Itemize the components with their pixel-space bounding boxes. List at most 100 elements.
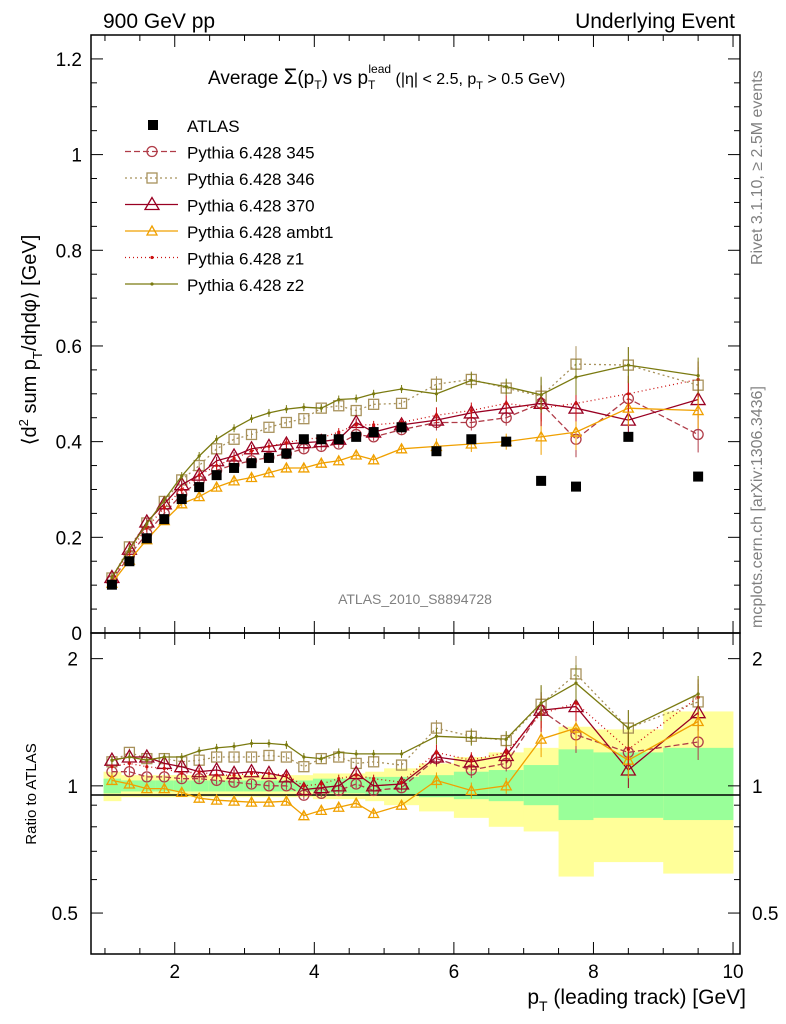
- point-z2: [215, 437, 219, 441]
- rivet-version-label: Rivet 3.1.10, ≥ 2.5M events: [749, 70, 766, 265]
- atlas-point: [211, 470, 222, 481]
- point-p346: [263, 749, 275, 762]
- point-ambt1: [430, 774, 443, 786]
- x-tick-label: 8: [588, 962, 599, 983]
- point-z2: [284, 743, 288, 747]
- point-z1: [232, 773, 236, 777]
- point-z2: [399, 752, 404, 756]
- point-z2: [110, 575, 114, 580]
- point-ambt1: [245, 795, 258, 807]
- atlas-point: [693, 471, 704, 482]
- point-z2: [145, 522, 149, 526]
- point-ambt1: [569, 425, 583, 437]
- atlas-point: [281, 448, 292, 459]
- point-z1: [162, 506, 166, 510]
- ratio-y-tick-label-right: 0.5: [752, 904, 778, 925]
- point-p370: [393, 775, 410, 790]
- point-z1: [284, 773, 288, 777]
- point-p346: [228, 751, 240, 763]
- point-z2: [469, 378, 473, 383]
- point-ambt1: [367, 807, 380, 819]
- point-z2: [232, 744, 236, 748]
- point-z2: [372, 392, 376, 396]
- ratio-axis-ticks: 0.5 0.5 1 1 2 2 2 4 6 8 10: [52, 633, 778, 983]
- point-p370: [260, 765, 278, 780]
- point-p346: [280, 416, 293, 429]
- point-p346: [298, 413, 310, 425]
- ratio-panel-frame: [90, 632, 741, 955]
- band-inner: [225, 780, 244, 792]
- atlas-point: [246, 458, 257, 469]
- point-ambt1: [395, 798, 408, 810]
- point-ambt1: [535, 732, 548, 744]
- atlas-point: [194, 482, 205, 493]
- point-ambt1: [315, 804, 328, 816]
- point-z1: [354, 423, 358, 427]
- point-p346: [263, 421, 275, 433]
- point-ambt1: [332, 454, 345, 466]
- point-z1: [180, 771, 184, 776]
- legend-marker-z1: [150, 255, 154, 260]
- point-z2: [574, 681, 578, 685]
- uncertainty-bands: [103, 711, 734, 877]
- ratio-y-tick-label: 1: [67, 777, 78, 798]
- point-z2: [696, 692, 700, 696]
- point-z2: [284, 407, 288, 411]
- point-z1: [434, 750, 439, 754]
- point-ambt1: [622, 401, 635, 413]
- point-ambt1: [262, 795, 276, 807]
- legend-marker-ambt1: [145, 224, 159, 236]
- point-z2: [469, 736, 473, 740]
- series-line-p345: [111, 709, 699, 796]
- atlas-point: [536, 475, 547, 486]
- point-ambt1: [395, 442, 408, 454]
- point-z1: [249, 771, 254, 776]
- point-ambt1: [350, 448, 363, 460]
- point-z1: [110, 765, 114, 769]
- ratio-y-tick-label-right: 2: [752, 650, 763, 671]
- point-ambt1: [315, 456, 328, 468]
- point-p370: [191, 466, 208, 481]
- legend-marker-p345: [146, 145, 158, 158]
- point-z1: [197, 770, 201, 774]
- atlas-point: [431, 446, 442, 457]
- point-ambt1: [105, 774, 119, 786]
- point-ambt1: [193, 490, 206, 502]
- point-p370: [428, 411, 445, 426]
- series-line-z1: [111, 696, 699, 787]
- point-z2: [267, 411, 271, 415]
- atlas-point: [501, 436, 512, 447]
- point-z2: [434, 392, 439, 396]
- point-ambt1: [210, 480, 223, 492]
- point-z2: [319, 757, 323, 761]
- ratio-y-tick-label: 2: [67, 650, 78, 671]
- point-z1: [180, 487, 184, 492]
- ratio-y-axis-label: Ratio to ATLAS: [23, 743, 40, 844]
- point-z2: [302, 405, 306, 409]
- legend-label-p346: Pythia 6.428 346: [187, 170, 315, 189]
- point-z2: [319, 406, 323, 410]
- legend-label-p345: Pythia 6.428 345: [187, 144, 315, 163]
- point-ambt1: [535, 430, 548, 442]
- atlas-point: [396, 422, 407, 433]
- band-inner: [173, 780, 192, 792]
- band-inner: [190, 780, 209, 792]
- atlas-point: [623, 431, 634, 442]
- point-z1: [504, 750, 508, 754]
- x-tick-label: 2: [169, 962, 180, 983]
- mcplots-label: mcplots.cern.ch [arXiv:1306.3436]: [749, 386, 766, 628]
- point-p346: [395, 759, 408, 771]
- series-line-p370: [111, 398, 699, 578]
- point-p345: [692, 428, 704, 441]
- point-z1: [127, 761, 131, 766]
- point-ambt1: [280, 461, 293, 473]
- point-ambt1: [175, 786, 188, 798]
- main-axis-ticks: 0 0.2 0.4 0.6 0.8 1 1.2: [56, 34, 740, 645]
- point-z1: [399, 780, 404, 784]
- atlas-point: [316, 434, 327, 445]
- main-y-axis-label: ⟨d2 sum pT/dηdφ⟩ [GeV]: [16, 235, 45, 446]
- legend-label-ambt1: Pythia 6.428 ambt1: [187, 223, 333, 242]
- point-z2: [626, 726, 630, 730]
- y-tick-label: 0.4: [56, 433, 83, 454]
- atlas-point: [298, 434, 309, 445]
